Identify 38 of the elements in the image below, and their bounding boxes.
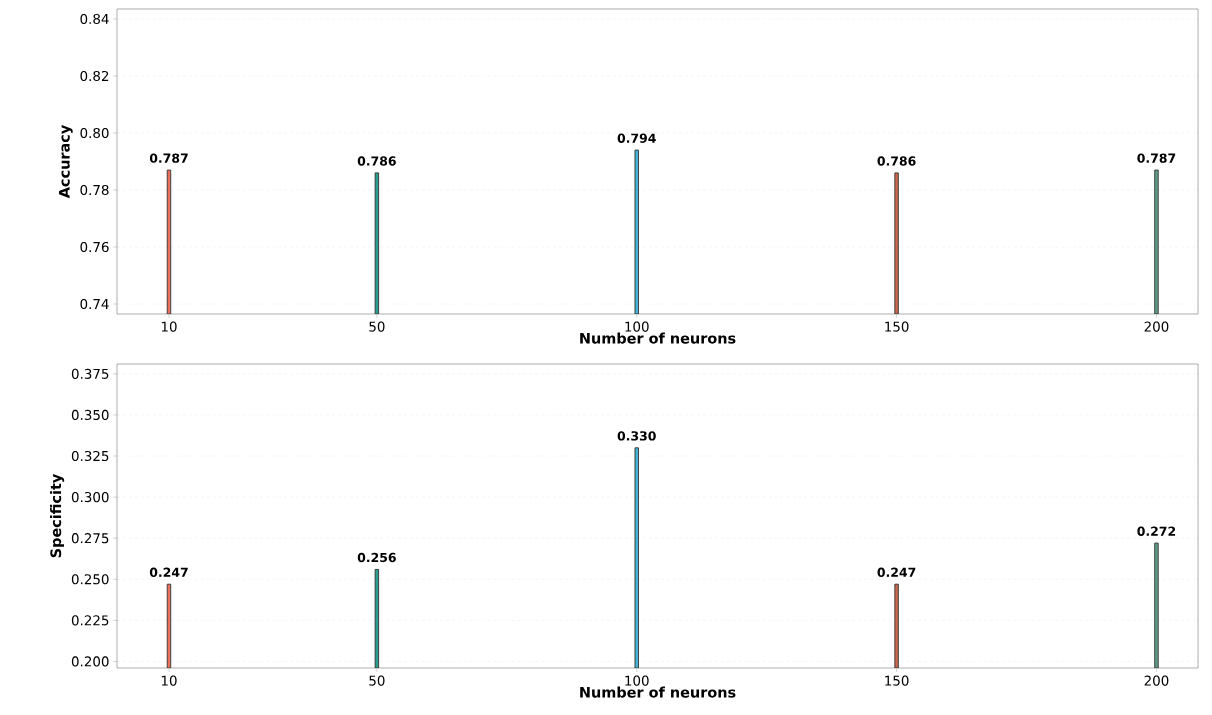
y-tick-label: 0.325 <box>71 450 109 462</box>
x-tick-label: 100 <box>625 321 649 332</box>
y-tick-label: 0.80 <box>80 127 109 139</box>
y-tick-label: 0.82 <box>80 70 109 82</box>
y-axis-title: Accuracy <box>59 125 73 199</box>
x-tick-label: 200 <box>1144 321 1169 332</box>
data-label: 0.256 <box>357 552 396 563</box>
data-label: 0.247 <box>149 567 188 577</box>
x-tick-label: 10 <box>161 321 177 332</box>
y-tick-label: 0.78 <box>80 184 109 196</box>
x-tick-label: 50 <box>369 321 385 332</box>
y-tick-label: 0.74 <box>80 298 109 310</box>
y-tick-label: 0.350 <box>71 409 109 421</box>
x-tick-label: 200 <box>1144 675 1169 686</box>
y-tick-label: 0.84 <box>80 13 109 25</box>
data-label: 0.787 <box>149 153 188 163</box>
y-tick-label: 0.225 <box>71 615 109 626</box>
y-tick-label: 0.76 <box>80 241 109 253</box>
x-tick-label: 150 <box>885 321 909 332</box>
data-label: 0.787 <box>1137 153 1176 163</box>
data-label: 0.786 <box>877 156 916 166</box>
y-tick-label: 0.250 <box>71 574 109 585</box>
y-tick-label: 0.200 <box>71 656 109 667</box>
y-tick-label: 0.275 <box>71 533 109 544</box>
data-label: 0.272 <box>1137 526 1176 536</box>
x-axis-title: Number of neurons <box>580 332 736 344</box>
data-label: 0.794 <box>617 133 656 143</box>
x-tick-label: 10 <box>161 675 177 686</box>
data-label: 0.786 <box>357 156 396 166</box>
x-tick-label: 50 <box>369 675 385 686</box>
y-axis-title: Specificity <box>50 473 65 558</box>
data-label: 0.247 <box>877 567 916 577</box>
x-tick-label: 100 <box>625 675 649 686</box>
y-tick-label: 0.375 <box>71 368 109 379</box>
x-axis-title: Number of neurons <box>580 686 736 698</box>
y-tick-label: 0.300 <box>71 492 109 503</box>
x-tick-label: 150 <box>885 675 909 686</box>
data-label: 0.330 <box>617 431 656 441</box>
